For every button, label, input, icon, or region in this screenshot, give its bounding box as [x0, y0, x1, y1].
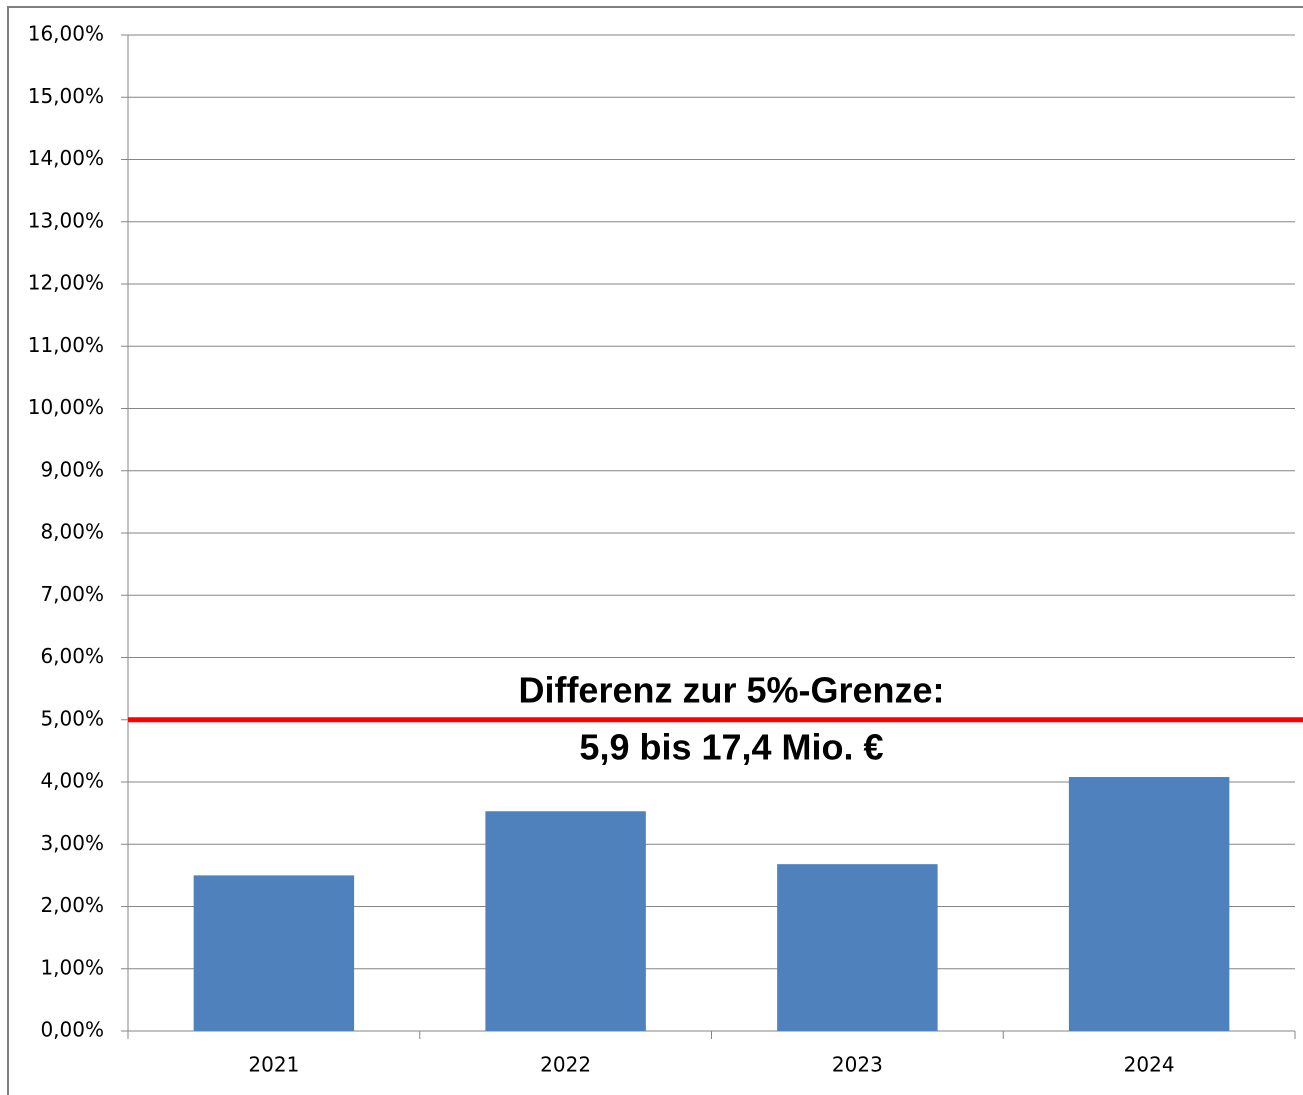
y-tick-label: 15,00%	[28, 84, 104, 108]
bar	[777, 864, 938, 1031]
chart-frame	[7, 6, 1303, 1095]
y-tick-label: 0,00%	[40, 1018, 104, 1042]
y-tick-label: 14,00%	[28, 146, 104, 170]
y-tick-label: 16,00%	[28, 22, 104, 46]
y-tick-label: 7,00%	[40, 582, 104, 606]
x-tick-label: 2021	[248, 1053, 299, 1077]
y-tick-label: 5,00%	[40, 706, 104, 730]
annotation: Differenz zur 5%-Grenze:	[518, 669, 944, 710]
x-tick-label: 2024	[1124, 1053, 1175, 1077]
x-tick-label: 2023	[832, 1053, 883, 1077]
x-tick-label: 2022	[540, 1053, 591, 1077]
y-tick-label: 2,00%	[40, 893, 104, 917]
y-tick-label: 6,00%	[40, 644, 104, 668]
annotation: 5,9 bis 17,4 Mio. €	[579, 726, 883, 767]
y-tick-label: 12,00%	[28, 271, 104, 295]
y-tick-label: 10,00%	[28, 395, 104, 419]
y-tick-label: 13,00%	[28, 208, 104, 232]
y-tick-label: 4,00%	[40, 769, 104, 793]
y-tick-label: 9,00%	[40, 457, 104, 481]
y-tick-label: 1,00%	[40, 955, 104, 979]
y-tick-label: 3,00%	[40, 831, 104, 855]
y-tick-label: 11,00%	[28, 333, 104, 357]
bar	[193, 875, 355, 1031]
bar	[485, 811, 646, 1031]
bar	[1068, 777, 1230, 1031]
y-tick-label: 8,00%	[40, 520, 104, 544]
